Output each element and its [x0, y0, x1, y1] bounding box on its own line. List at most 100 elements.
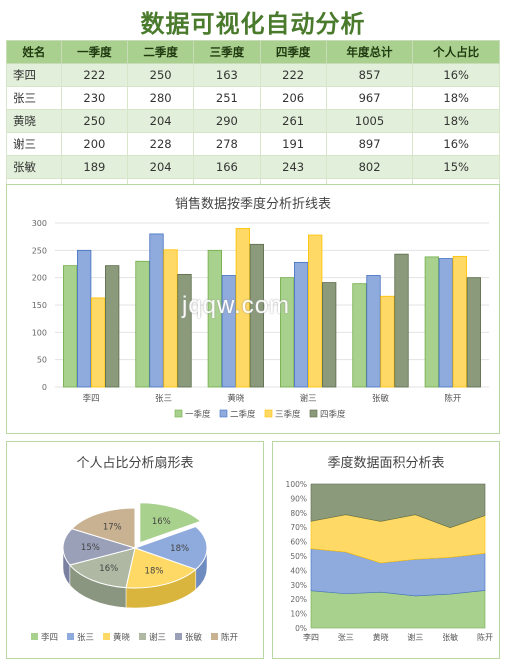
legend-label: 二季度 — [230, 409, 256, 420]
table-row: 张敏 189 204 166 243 802 15% — [6, 155, 500, 179]
bar — [394, 253, 409, 388]
pie-slice — [70, 507, 136, 549]
y-tick-label: 50 — [37, 356, 47, 365]
legend-label: 张敏 — [185, 632, 203, 643]
bar — [149, 233, 164, 388]
x-tick-label: 黄晓 — [373, 632, 389, 642]
legend-label: 一季度 — [185, 409, 211, 420]
pie-data-label: 17% — [103, 523, 122, 533]
legend-swatch — [31, 633, 38, 640]
name-cell: 李四 — [6, 63, 62, 87]
bar — [438, 258, 453, 388]
legend-label: 谢三 — [149, 632, 166, 643]
value-cell: 18% — [412, 109, 500, 133]
legend-swatch — [139, 633, 146, 640]
bar — [135, 260, 150, 388]
value-cell: 857 — [325, 63, 414, 87]
bar — [322, 282, 337, 388]
y-tick-label: 150 — [32, 301, 47, 310]
x-tick-label: 陈开 — [477, 632, 493, 642]
table-row: 谢三 200 228 278 191 897 16% — [6, 132, 500, 156]
page-title: 数据可视化自动分析 — [140, 10, 366, 38]
sales-table: 姓名 一季度 二季度 三季度 四季度 年度总计 个人占比 李四 222 250 163 222 857… — [6, 40, 500, 202]
column-header: 三季度 — [193, 40, 261, 64]
y-tick-label: 250 — [32, 246, 47, 255]
bar — [366, 275, 381, 388]
legend-swatch — [103, 633, 110, 640]
column-header: 一季度 — [60, 40, 129, 64]
area-series — [310, 590, 486, 629]
column-header: 二季度 — [127, 40, 195, 64]
table-body: 李四 222 250 163 222 857 16% 张三 230 280 251 206 967 18%… — [6, 63, 500, 202]
value-cell: 18% — [412, 86, 500, 110]
y-tick-label: 100 — [32, 328, 47, 337]
bar — [91, 297, 106, 388]
legend-label: 张三 — [77, 633, 94, 643]
pie-slice — [125, 547, 197, 589]
legend-label: 三季度 — [275, 409, 301, 420]
value-cell: 230 — [60, 86, 129, 110]
name-cell: 黄晓 — [6, 109, 62, 133]
bar-chart-title: 销售数据按季度分析折线表 — [174, 197, 331, 212]
table-row: 李四 222 250 163 222 857 16% — [6, 63, 500, 87]
bar — [308, 234, 323, 388]
value-cell: 228 — [127, 132, 195, 156]
y-tick-label: 0% — [295, 624, 307, 633]
y-tick-label: 100% — [286, 480, 307, 489]
pie-data-label: 15% — [81, 543, 100, 553]
x-tick-label: 李四 — [303, 632, 319, 642]
pie-slice — [62, 528, 137, 566]
area-chart-panel: 季度数据面积分析表 0% 10% 20% 30% 40% 50% 60% 70% 80% 90% 1… — [272, 441, 500, 659]
legend-swatch — [174, 409, 183, 418]
table-row: 黄晓 250 204 290 261 1005 18% — [6, 109, 500, 133]
name-cell: 张敏 — [6, 155, 62, 179]
value-cell: 280 — [127, 86, 195, 110]
area-series — [310, 483, 486, 528]
bar — [452, 255, 467, 388]
value-cell: 261 — [259, 109, 327, 133]
bar — [466, 277, 481, 388]
value-cell: 206 — [259, 86, 327, 110]
value-cell: 191 — [259, 132, 327, 156]
x-tick-label: 谢三 — [407, 632, 423, 642]
bar — [380, 295, 395, 388]
pie-slice — [139, 502, 202, 544]
bar — [280, 277, 295, 388]
bar — [221, 275, 236, 388]
pie-slice — [133, 525, 208, 571]
value-cell: 222 — [259, 63, 327, 87]
y-tick-label: 300 — [32, 219, 47, 228]
value-cell: 250 — [127, 63, 195, 87]
area-chart: 0% 10% 20% 30% 40% 50% 60% 70% 80% 90% 100% 李四 张三 黄晓 谢… — [286, 480, 493, 642]
bar — [352, 283, 367, 388]
name-cell: 张三 — [6, 86, 62, 110]
value-cell: 200 — [60, 132, 129, 156]
y-tick-label: 10% — [290, 610, 307, 619]
x-tick-label: 黄晓 — [227, 393, 245, 404]
x-tick-label: 张三 — [155, 394, 172, 404]
y-tick-label: 20% — [290, 595, 307, 604]
area-chart-title: 季度数据面积分析表 — [327, 456, 445, 471]
value-cell: 967 — [325, 86, 414, 110]
legend-swatch — [309, 409, 318, 418]
pie-slice — [68, 547, 136, 589]
table-header-row: 姓名 一季度 二季度 三季度 四季度 年度总计 个人占比 — [6, 40, 500, 64]
y-tick-label: 40% — [290, 566, 307, 575]
y-tick-label: 70% — [290, 523, 307, 532]
value-cell: 163 — [193, 63, 261, 87]
legend-label: 黄晓 — [113, 632, 131, 643]
bar — [294, 261, 309, 388]
bar — [163, 249, 178, 388]
value-cell: 250 — [60, 109, 129, 133]
bar — [249, 243, 264, 388]
column-header: 年度总计 — [325, 40, 414, 64]
legend-label: 陈开 — [221, 632, 239, 643]
y-tick-label: 200 — [32, 274, 47, 283]
value-cell: 204 — [127, 109, 195, 133]
watermark: jqqw.com — [182, 292, 291, 319]
bar — [105, 265, 120, 388]
y-tick-label: 90% — [290, 494, 307, 503]
x-tick-label: 张敏 — [442, 632, 458, 642]
pie-chart-title: 个人占比分析扇形表 — [76, 456, 194, 471]
